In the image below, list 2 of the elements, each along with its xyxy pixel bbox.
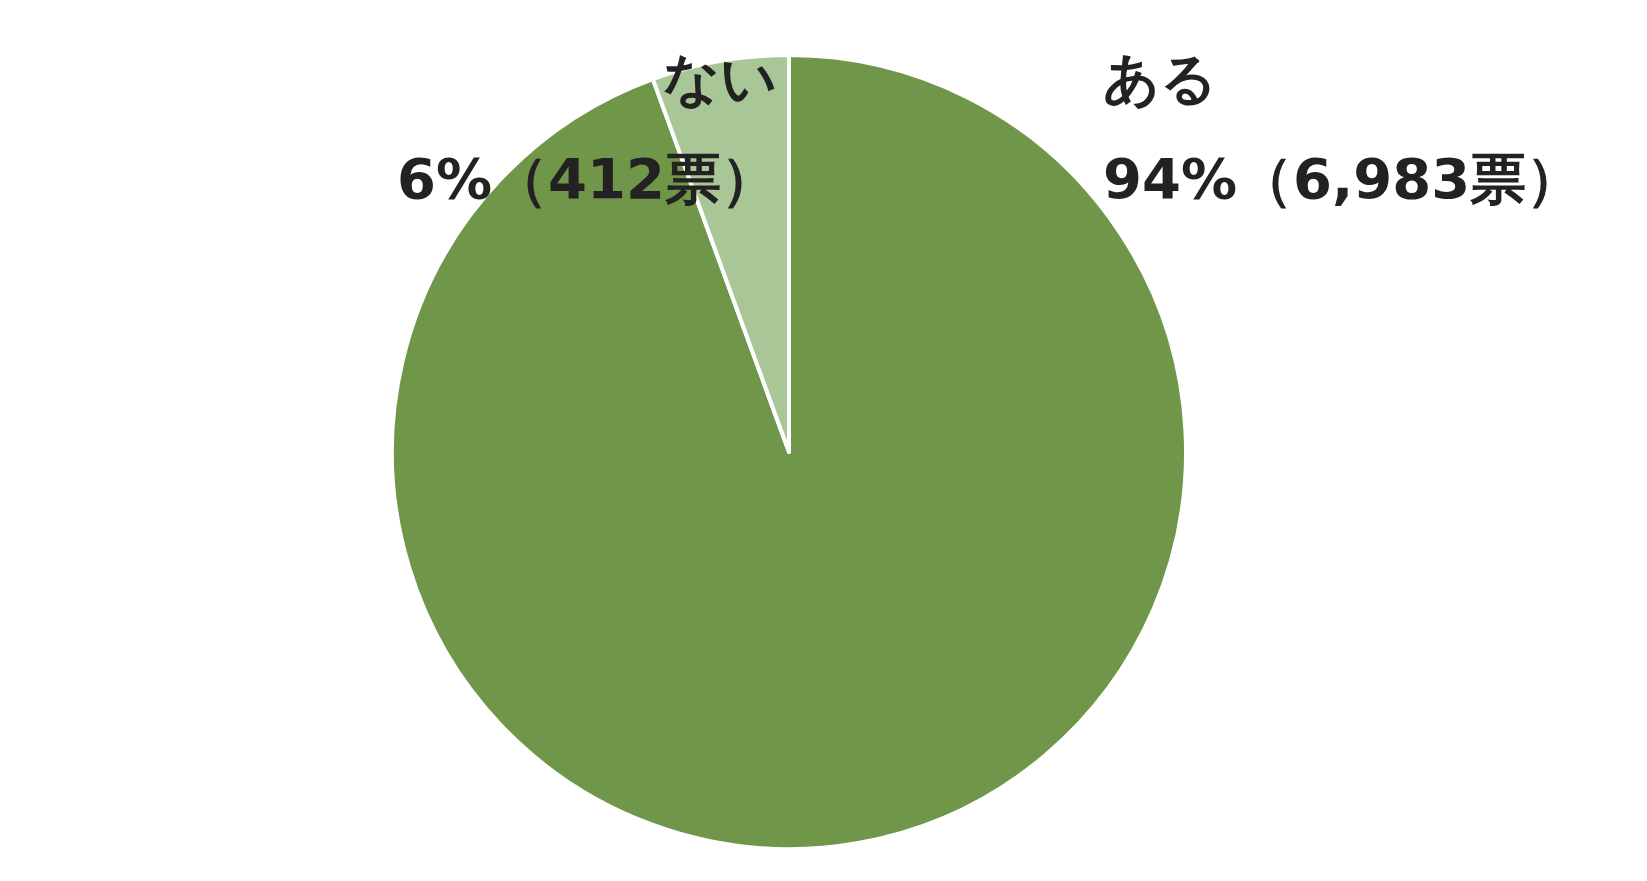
slice-label: ある (1103, 46, 1217, 111)
data-label: 94%（6,983票） (1103, 146, 1583, 211)
